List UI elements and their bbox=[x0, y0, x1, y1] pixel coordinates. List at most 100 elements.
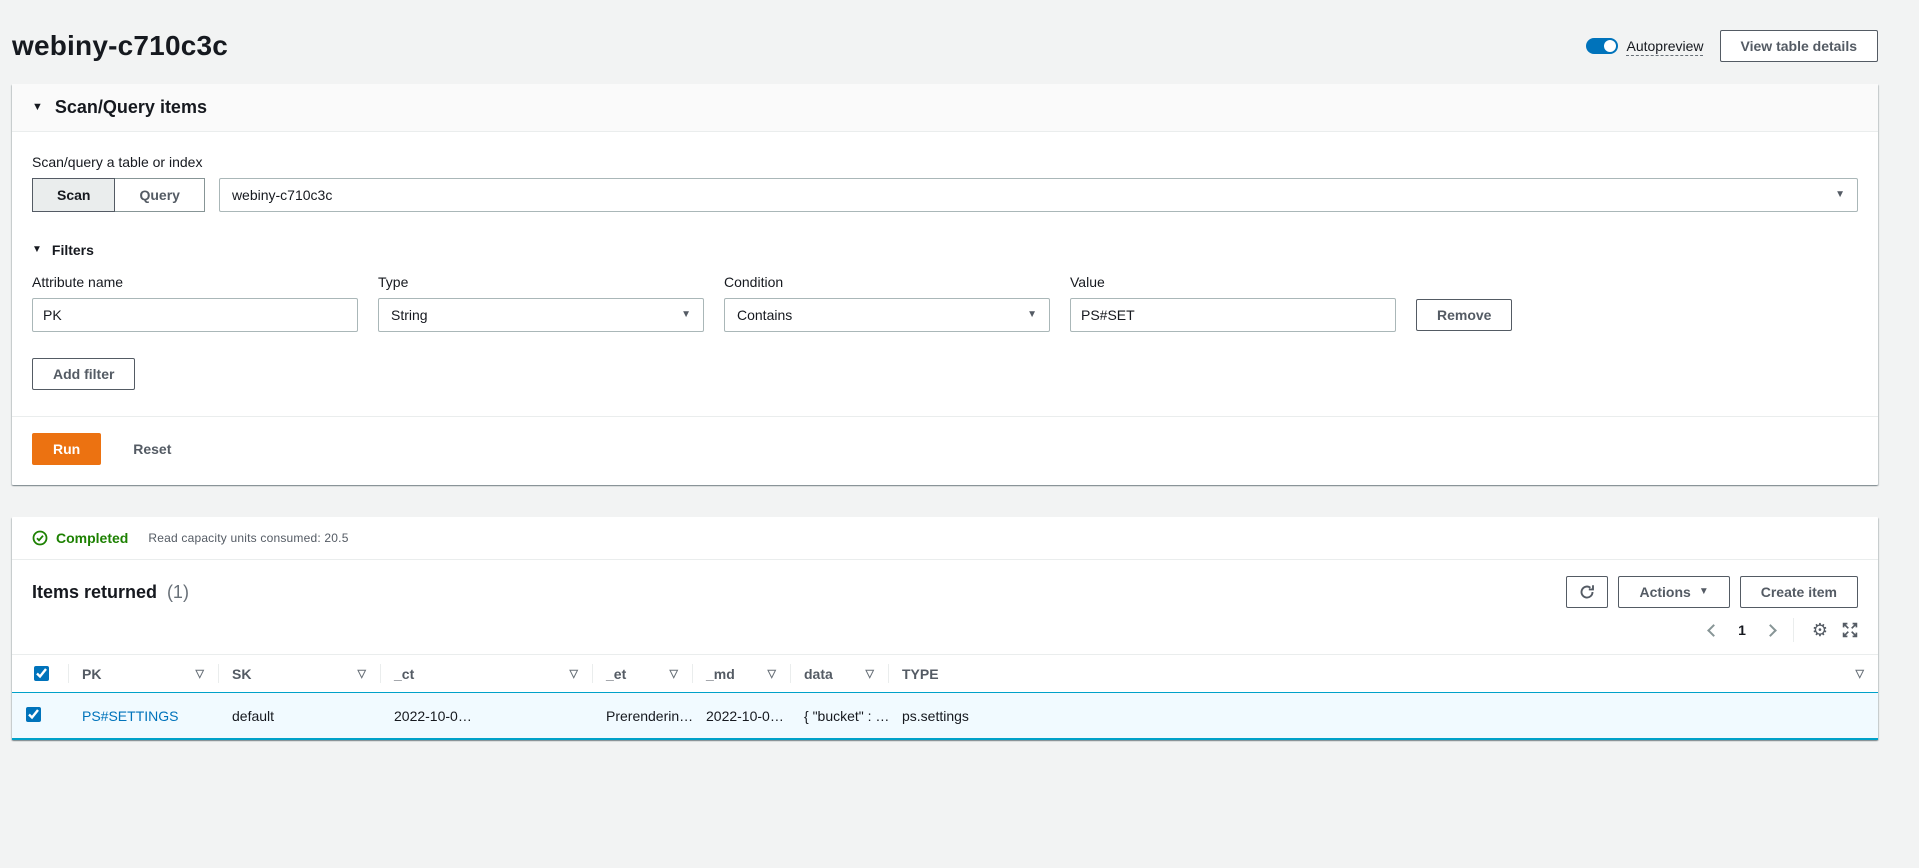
remove-filter-button[interactable]: Remove bbox=[1416, 299, 1513, 331]
scan-query-panel-header[interactable]: ▼ Scan/Query items bbox=[12, 84, 1878, 132]
attribute-name-input[interactable] bbox=[32, 298, 358, 332]
sort-icon[interactable]: ▽ bbox=[865, 668, 874, 680]
column-label: _ct bbox=[394, 665, 415, 682]
column-header-md[interactable]: _md ▽ bbox=[692, 655, 790, 692]
results-actions: Actions ▼ Create item bbox=[1566, 576, 1858, 608]
column-label: PK bbox=[82, 665, 102, 682]
toggle-switch-icon[interactable] bbox=[1586, 38, 1619, 54]
scan-query-panel-body: Scan/query a table or index Scan Query w… bbox=[12, 132, 1878, 416]
cell-ct: 2022-10-0… bbox=[394, 707, 472, 724]
header-actions: Autopreview View table details bbox=[1586, 30, 1878, 62]
autopreview-label[interactable]: Autopreview bbox=[1626, 38, 1704, 54]
prev-page-button[interactable] bbox=[1707, 623, 1720, 637]
remove-filter-wrap: Remove bbox=[1416, 299, 1513, 332]
check-circle-icon bbox=[32, 530, 48, 546]
items-returned-title: Items returned bbox=[32, 581, 158, 602]
chevron-left-icon bbox=[1707, 623, 1720, 637]
row-select-cell bbox=[12, 706, 68, 725]
cell-md: 2022-10-0… bbox=[706, 707, 784, 724]
column-label: _md bbox=[706, 665, 735, 682]
column-header-sk[interactable]: SK ▽ bbox=[218, 655, 380, 692]
column-header-type[interactable]: TYPE ▽ bbox=[888, 655, 1878, 692]
type-select[interactable]: String ▼ bbox=[378, 298, 704, 332]
table-header-row: PK ▽ SK ▽ _ct ▽ _et ▽ _md ▽ bbox=[12, 655, 1878, 692]
page-header: webiny-c710c3c Autopreview View table de… bbox=[12, 0, 1878, 84]
filters-title: Filters bbox=[51, 242, 94, 258]
refresh-button[interactable] bbox=[1566, 576, 1609, 608]
next-page-button[interactable] bbox=[1763, 623, 1777, 637]
cell-type: ps.settings bbox=[902, 707, 969, 724]
caret-down-icon: ▼ bbox=[1835, 189, 1845, 200]
table-select[interactable]: webiny-c710c3c ▼ bbox=[218, 178, 1858, 212]
scan-query-panel-title: Scan/Query items bbox=[54, 97, 207, 117]
filters-section-header[interactable]: ▼ Filters bbox=[32, 242, 1858, 258]
query-mode-button[interactable]: Query bbox=[114, 178, 205, 212]
column-header-ct[interactable]: _ct ▽ bbox=[380, 655, 592, 692]
value-input[interactable] bbox=[1070, 298, 1396, 332]
pagination: 1 ⚙ bbox=[12, 612, 1878, 654]
gear-icon: ⚙ bbox=[1811, 620, 1828, 640]
scan-query-panel: ▼ Scan/Query items Scan/query a table or… bbox=[12, 84, 1878, 485]
items-returned-count: (1) bbox=[166, 581, 189, 602]
column-label: SK bbox=[232, 665, 252, 682]
condition-field: Condition Contains ▼ bbox=[724, 274, 1050, 332]
fullscreen-button[interactable] bbox=[1842, 622, 1858, 638]
type-select-value: String bbox=[391, 307, 428, 323]
column-label: _et bbox=[606, 665, 627, 682]
attribute-name-field: Attribute name bbox=[32, 274, 358, 332]
view-table-details-button[interactable]: View table details bbox=[1719, 30, 1878, 62]
reset-button[interactable]: Reset bbox=[129, 433, 175, 465]
sort-icon[interactable]: ▽ bbox=[569, 668, 578, 680]
value-label: Value bbox=[1070, 274, 1105, 290]
run-button[interactable]: Run bbox=[32, 433, 102, 465]
preferences-button[interactable]: ⚙ bbox=[1812, 621, 1828, 639]
filter-row: Attribute name Type String ▼ Condition C… bbox=[32, 274, 1858, 332]
sort-icon[interactable]: ▽ bbox=[669, 668, 678, 680]
caret-down-icon[interactable]: ▼ bbox=[32, 244, 42, 255]
row-checkbox[interactable] bbox=[26, 706, 41, 722]
refresh-icon bbox=[1581, 585, 1595, 599]
sort-icon[interactable]: ▽ bbox=[767, 668, 776, 680]
sort-icon[interactable]: ▽ bbox=[195, 668, 204, 680]
scan-mode-button[interactable]: Scan bbox=[32, 178, 116, 212]
column-header-pk[interactable]: PK ▽ bbox=[68, 655, 218, 692]
caret-down-icon: ▼ bbox=[1698, 586, 1709, 597]
actions-button[interactable]: Actions ▼ bbox=[1618, 576, 1730, 608]
value-field: Value bbox=[1070, 274, 1396, 332]
table-row[interactable]: PS#SETTINGS default 2022-10-0… Prerender… bbox=[12, 692, 1878, 740]
read-capacity-detail: Read capacity units consumed: 20.5 bbox=[148, 531, 349, 545]
results-title-wrap: Items returned (1) bbox=[32, 582, 189, 603]
results-header: Items returned (1) Actions ▼ Create item bbox=[12, 560, 1878, 612]
select-all-checkbox[interactable] bbox=[34, 666, 49, 681]
page-number[interactable]: 1 bbox=[1738, 622, 1746, 638]
column-header-data[interactable]: data ▽ bbox=[790, 655, 888, 692]
column-label: TYPE bbox=[902, 665, 939, 682]
condition-select[interactable]: Contains ▼ bbox=[724, 298, 1050, 332]
add-filter-row: Add filter bbox=[32, 358, 1858, 416]
page-title: webiny-c710c3c bbox=[12, 30, 229, 61]
column-header-et[interactable]: _et ▽ bbox=[592, 655, 692, 692]
cell-et: Prerenderin… bbox=[606, 707, 692, 724]
sort-icon[interactable]: ▽ bbox=[1855, 668, 1864, 680]
pagination-divider bbox=[1792, 618, 1794, 642]
create-item-button[interactable]: Create item bbox=[1739, 576, 1858, 608]
results-panel: Completed Read capacity units consumed: … bbox=[12, 517, 1878, 740]
scan-query-controls: Scan Query webiny-c710c3c ▼ bbox=[32, 178, 1858, 212]
caret-down-icon[interactable]: ▼ bbox=[32, 101, 43, 113]
scan-query-panel-footer: Run Reset bbox=[12, 416, 1878, 485]
add-filter-button[interactable]: Add filter bbox=[32, 358, 136, 390]
pk-link[interactable]: PS#SETTINGS bbox=[82, 707, 179, 724]
type-label: Type bbox=[378, 274, 409, 290]
cell-pk: PS#SETTINGS bbox=[68, 708, 218, 724]
caret-down-icon: ▼ bbox=[681, 309, 691, 320]
autopreview-toggle[interactable]: Autopreview bbox=[1586, 38, 1704, 54]
column-label: data bbox=[804, 665, 833, 682]
condition-select-value: Contains bbox=[737, 307, 793, 323]
items-table: PK ▽ SK ▽ _ct ▽ _et ▽ _md ▽ bbox=[12, 654, 1878, 740]
status-badge: Completed bbox=[56, 530, 129, 546]
cell-sk: default bbox=[232, 707, 275, 724]
attribute-name-label: Attribute name bbox=[32, 274, 124, 290]
scan-query-subtitle: Scan/query a table or index bbox=[32, 154, 203, 170]
sort-icon[interactable]: ▽ bbox=[357, 668, 366, 680]
table-select-value: webiny-c710c3c bbox=[231, 187, 333, 203]
